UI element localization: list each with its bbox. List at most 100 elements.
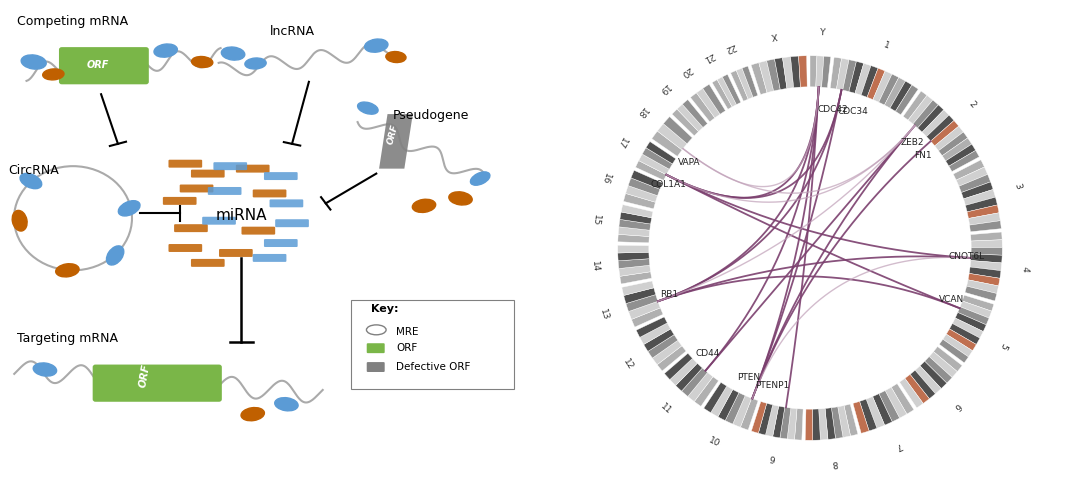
Wedge shape bbox=[758, 403, 772, 435]
Wedge shape bbox=[934, 126, 963, 151]
Polygon shape bbox=[379, 114, 413, 169]
Wedge shape bbox=[969, 267, 1001, 278]
Wedge shape bbox=[815, 56, 824, 87]
Wedge shape bbox=[725, 393, 745, 424]
Wedge shape bbox=[664, 353, 692, 379]
Wedge shape bbox=[712, 80, 732, 109]
Ellipse shape bbox=[241, 408, 265, 421]
Wedge shape bbox=[960, 301, 991, 318]
Wedge shape bbox=[855, 63, 870, 95]
Ellipse shape bbox=[56, 264, 79, 277]
Text: CDC42: CDC42 bbox=[818, 105, 848, 114]
Wedge shape bbox=[672, 109, 699, 136]
Wedge shape bbox=[780, 407, 791, 439]
Wedge shape bbox=[711, 386, 733, 417]
Wedge shape bbox=[949, 150, 980, 172]
Wedge shape bbox=[623, 288, 656, 304]
Text: 13: 13 bbox=[598, 308, 610, 322]
FancyBboxPatch shape bbox=[191, 170, 225, 178]
Text: Targeting mRNA: Targeting mRNA bbox=[17, 332, 118, 345]
Text: 6: 6 bbox=[953, 401, 962, 411]
Wedge shape bbox=[971, 232, 1002, 241]
Text: 18: 18 bbox=[635, 105, 649, 120]
Text: 4: 4 bbox=[1021, 266, 1030, 272]
FancyBboxPatch shape bbox=[367, 362, 384, 372]
Wedge shape bbox=[798, 56, 807, 87]
Wedge shape bbox=[791, 56, 800, 88]
Wedge shape bbox=[822, 56, 831, 88]
Wedge shape bbox=[657, 346, 686, 371]
Wedge shape bbox=[632, 308, 663, 327]
Wedge shape bbox=[812, 409, 821, 440]
Wedge shape bbox=[954, 160, 984, 180]
Wedge shape bbox=[644, 329, 674, 351]
Text: 5: 5 bbox=[998, 341, 1008, 350]
Wedge shape bbox=[681, 368, 707, 396]
Ellipse shape bbox=[245, 58, 266, 69]
Wedge shape bbox=[924, 357, 953, 383]
Wedge shape bbox=[891, 383, 914, 414]
Wedge shape bbox=[867, 68, 886, 100]
Wedge shape bbox=[866, 396, 885, 428]
Wedge shape bbox=[677, 104, 703, 131]
Text: 16: 16 bbox=[599, 171, 611, 185]
FancyBboxPatch shape bbox=[93, 365, 221, 402]
Text: ORF: ORF bbox=[396, 343, 417, 353]
Text: PTEN: PTEN bbox=[737, 373, 760, 382]
Text: miRNA: miRNA bbox=[216, 208, 267, 223]
Text: 1: 1 bbox=[882, 41, 891, 51]
FancyBboxPatch shape bbox=[264, 239, 298, 247]
FancyBboxPatch shape bbox=[253, 189, 286, 197]
Wedge shape bbox=[861, 65, 878, 97]
Text: CD44: CD44 bbox=[696, 350, 719, 359]
Wedge shape bbox=[905, 374, 930, 403]
Wedge shape bbox=[703, 84, 726, 114]
Ellipse shape bbox=[119, 201, 140, 216]
Wedge shape bbox=[625, 186, 658, 202]
Wedge shape bbox=[810, 56, 816, 87]
Text: 2: 2 bbox=[967, 100, 977, 110]
Ellipse shape bbox=[22, 55, 46, 69]
Wedge shape bbox=[837, 59, 849, 90]
Wedge shape bbox=[741, 398, 758, 430]
Wedge shape bbox=[966, 197, 998, 212]
Wedge shape bbox=[732, 396, 752, 427]
Text: VCAN: VCAN bbox=[940, 296, 964, 305]
Ellipse shape bbox=[43, 69, 64, 80]
Wedge shape bbox=[879, 74, 899, 105]
Wedge shape bbox=[873, 394, 892, 425]
Text: 8: 8 bbox=[832, 458, 838, 468]
Wedge shape bbox=[885, 77, 905, 108]
Wedge shape bbox=[622, 281, 653, 296]
Wedge shape bbox=[651, 131, 683, 156]
Wedge shape bbox=[903, 91, 927, 120]
Wedge shape bbox=[737, 68, 753, 99]
Text: 17: 17 bbox=[615, 135, 629, 150]
Wedge shape bbox=[639, 323, 671, 345]
Text: 11: 11 bbox=[659, 402, 673, 416]
Text: 10: 10 bbox=[707, 435, 721, 448]
Text: CNOT6L: CNOT6L bbox=[949, 252, 985, 261]
Wedge shape bbox=[629, 178, 660, 196]
Wedge shape bbox=[676, 363, 702, 391]
Wedge shape bbox=[961, 182, 994, 199]
Wedge shape bbox=[631, 170, 662, 189]
Wedge shape bbox=[620, 212, 651, 224]
Text: FN1: FN1 bbox=[915, 151, 932, 160]
Text: 20: 20 bbox=[678, 64, 693, 78]
Wedge shape bbox=[652, 340, 681, 365]
Text: ORF: ORF bbox=[87, 60, 109, 70]
Wedge shape bbox=[704, 382, 727, 413]
Ellipse shape bbox=[12, 210, 27, 231]
FancyBboxPatch shape bbox=[275, 219, 309, 227]
Wedge shape bbox=[658, 124, 687, 150]
Wedge shape bbox=[648, 335, 678, 358]
Ellipse shape bbox=[413, 199, 435, 212]
Text: Competing mRNA: Competing mRNA bbox=[17, 15, 127, 28]
Wedge shape bbox=[955, 312, 986, 331]
Wedge shape bbox=[886, 387, 907, 418]
Wedge shape bbox=[752, 401, 767, 433]
Ellipse shape bbox=[449, 192, 472, 205]
Wedge shape bbox=[920, 361, 947, 388]
Wedge shape bbox=[694, 376, 718, 406]
